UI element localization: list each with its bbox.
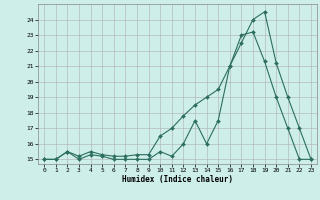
X-axis label: Humidex (Indice chaleur): Humidex (Indice chaleur): [122, 175, 233, 184]
